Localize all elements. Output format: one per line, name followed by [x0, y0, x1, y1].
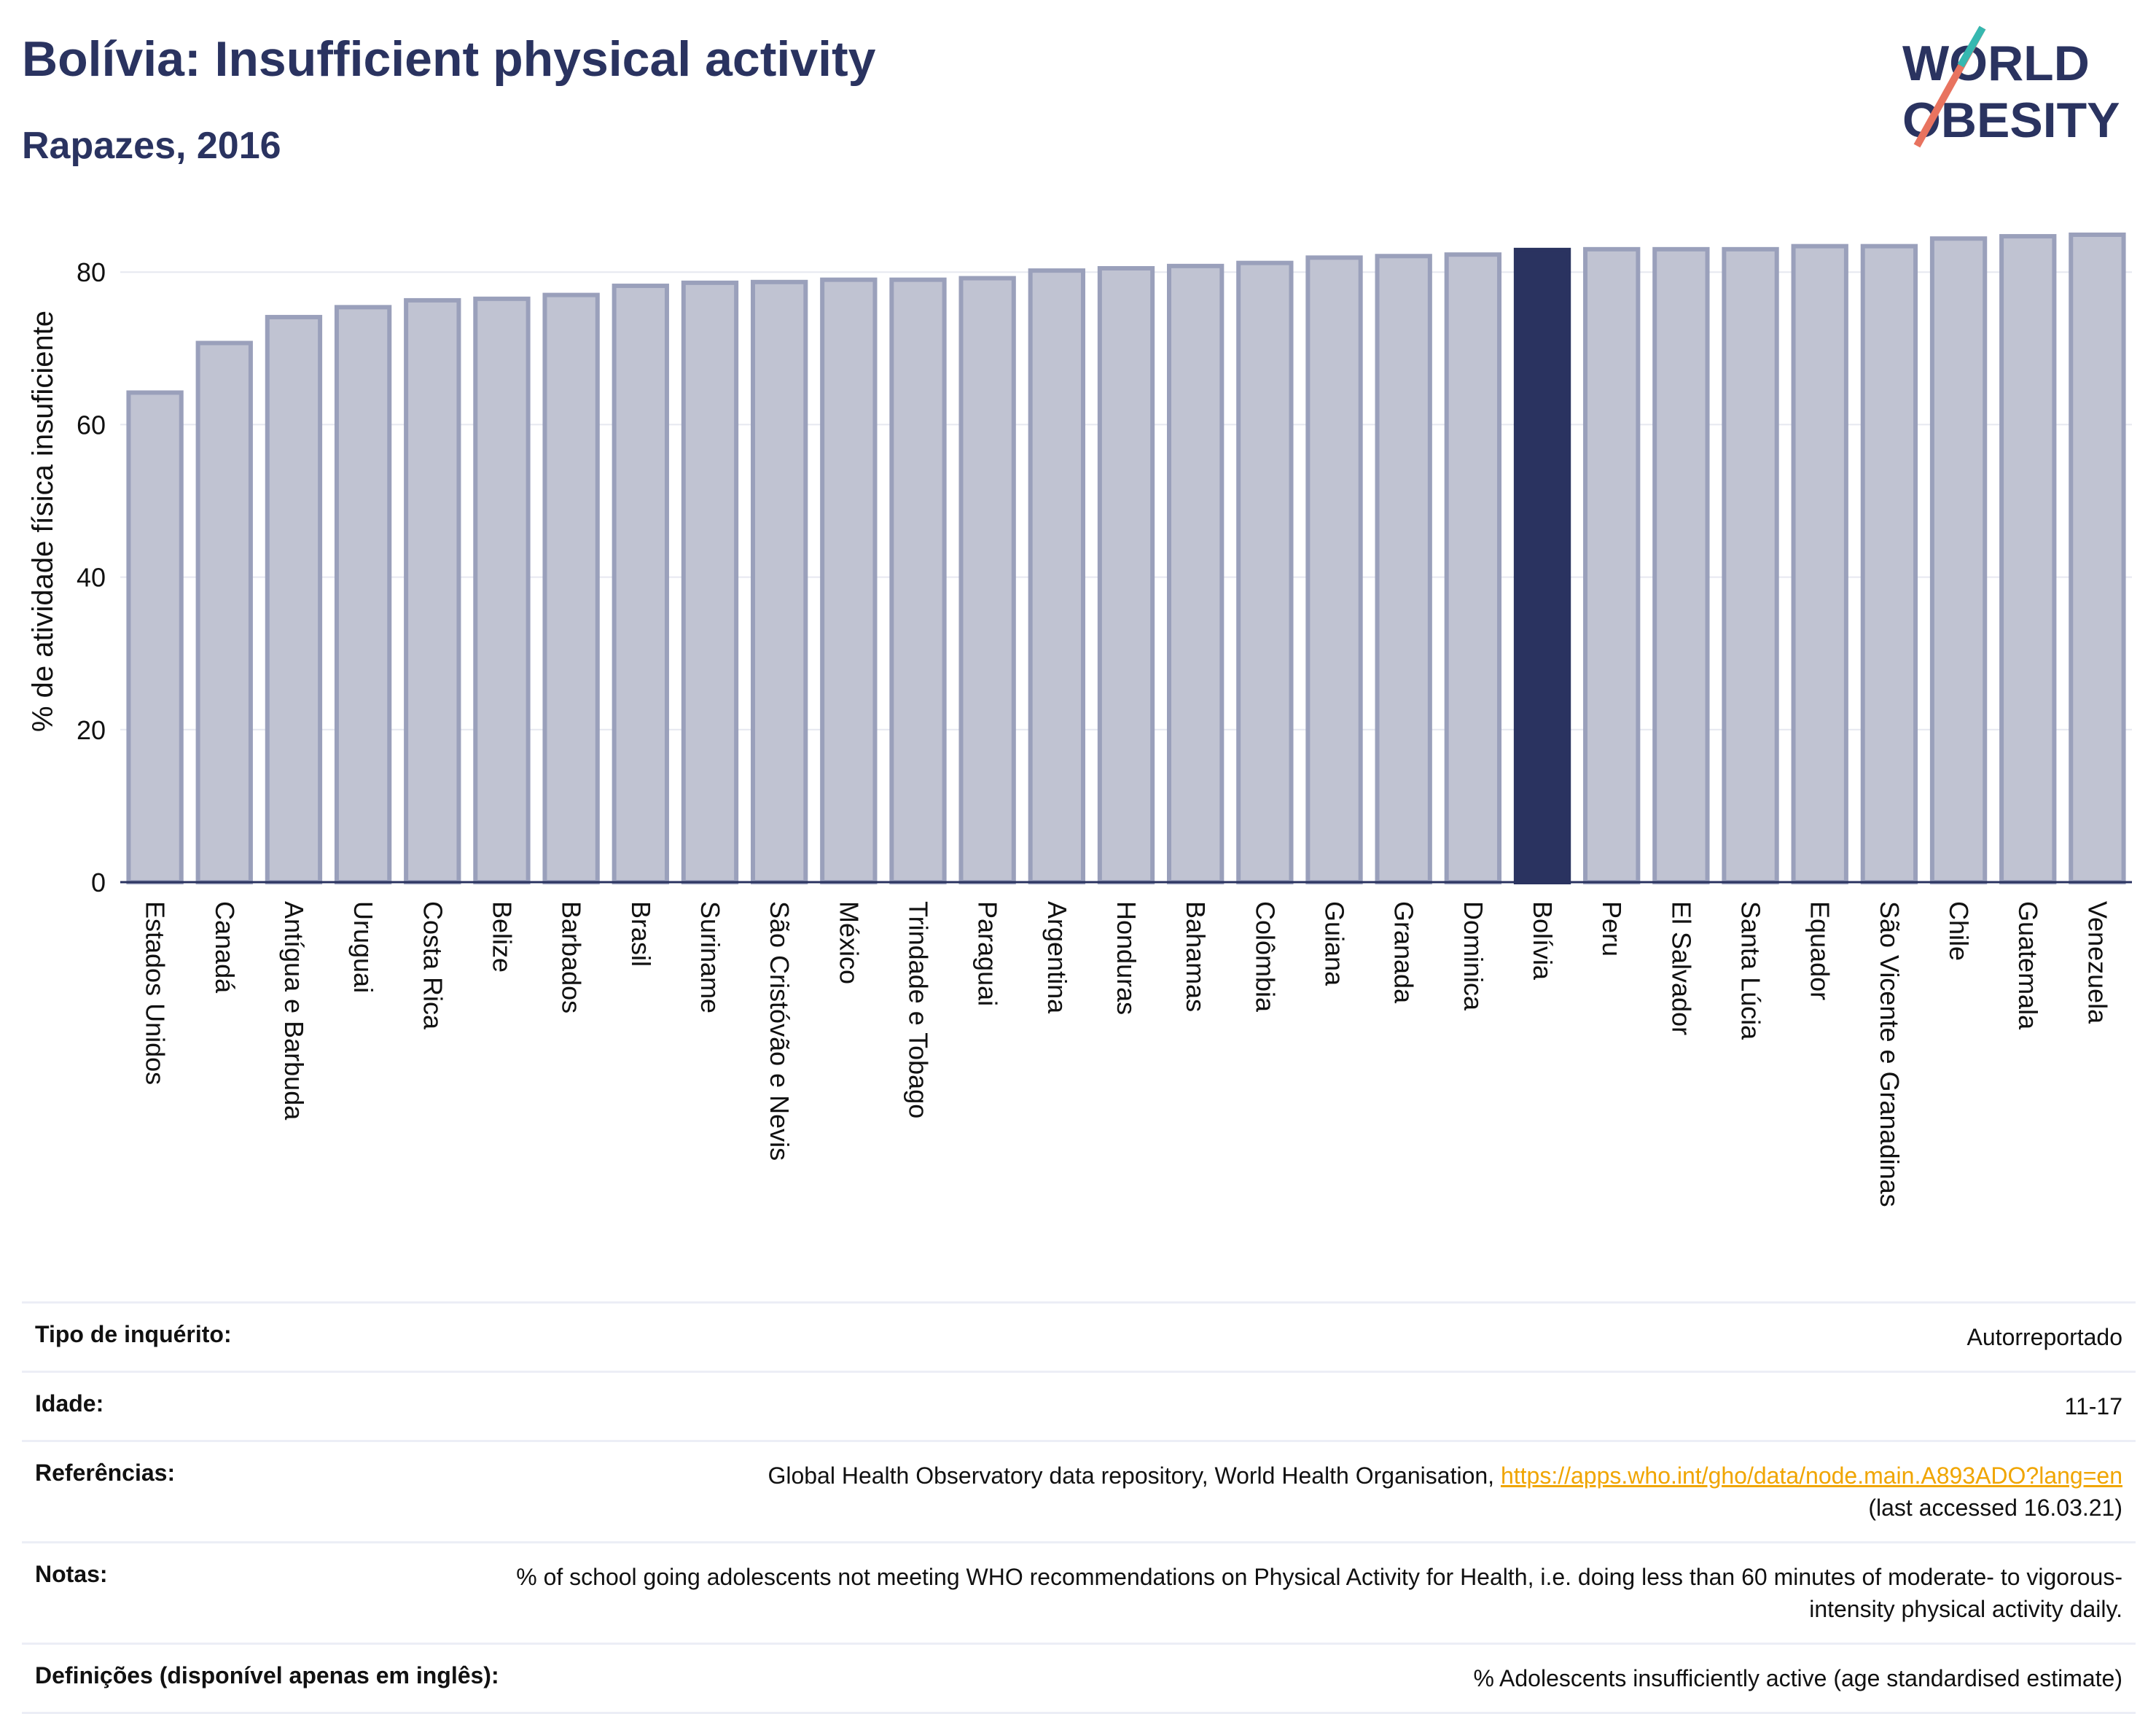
bar [889, 277, 947, 884]
x-tick-label: Estados Unidos [141, 901, 171, 1085]
world-obesity-logo: WORLD OBESITY [1902, 26, 2120, 148]
x-tick-label: Guatemala [2013, 901, 2043, 1030]
meta-row-notes: Notas: % of school going adolescents not… [22, 1541, 2136, 1643]
meta-label: Referências: [35, 1460, 176, 1486]
x-tick-label: Venezuela [2082, 901, 2112, 1024]
bar [1860, 244, 1918, 885]
y-tick-label: 0 [91, 868, 106, 897]
bar [958, 276, 1016, 885]
x-tick-label: Honduras [1112, 901, 1141, 1015]
bar [1375, 254, 1432, 884]
x-tick-label: Antígua e Barbuda [279, 901, 309, 1121]
reference-link[interactable]: https://apps.who.int/gho/data/node.main.… [1500, 1462, 2122, 1489]
meta-value: % of school going adolescents not meetin… [516, 1564, 2122, 1622]
x-tick-label: Guiana [1320, 901, 1350, 986]
metadata-table: Tipo de inquérito: Autorreportado Idade:… [22, 1301, 2136, 1714]
bar [1305, 255, 1363, 884]
bar [404, 297, 461, 884]
bar [1722, 246, 1779, 885]
x-tick-label: México [834, 901, 864, 984]
bar [820, 277, 878, 884]
x-tick-label: Peru [1597, 901, 1627, 957]
x-tick-label: Dominica [1458, 901, 1488, 1011]
meta-value: Autorreportado [1966, 1324, 2122, 1350]
bar-chart: 0 20 40 60 80 % de atividade física insuficie… [27, 232, 2132, 1207]
meta-label: Tipo de inquérito: [35, 1321, 232, 1347]
x-tick-label: Costa Rica [418, 901, 448, 1030]
meta-row-survey-type: Tipo de inquérito: Autorreportado [22, 1301, 2136, 1371]
y-tick-label: 80 [77, 257, 106, 287]
bar [195, 340, 253, 884]
bar [2069, 232, 2126, 884]
bar [473, 296, 531, 884]
meta-value: Global Health Observatory data repositor… [768, 1460, 2122, 1524]
bar [1444, 252, 1502, 884]
meta-row-references: Referências: Global Health Observatory d… [22, 1440, 2136, 1541]
x-tick-label: Uruguai [348, 901, 378, 993]
x-tick-label: Brasil [626, 901, 656, 967]
meta-label: Notas: [35, 1561, 108, 1587]
x-tick-label: São Cristóvão e Nevis [765, 901, 794, 1161]
x-tick-label: Suriname [695, 901, 725, 1013]
x-tick-label: Belize [487, 901, 517, 973]
bar [1028, 268, 1085, 884]
x-tick-label: Chile [1944, 901, 1974, 961]
x-tick-label: Equador [1805, 901, 1835, 1000]
x-tick-label: São Vicente e Granadinas [1875, 901, 1905, 1207]
meta-row-age: Idade: 11-17 [22, 1371, 2136, 1440]
bar [1999, 234, 2057, 884]
meta-label: Definições (disponível apenas em inglês)… [35, 1662, 499, 1688]
y-axis-label: % de atividade física insuficiente [27, 311, 59, 732]
bar [542, 292, 600, 884]
bar [750, 279, 808, 884]
bar [1167, 263, 1225, 884]
y-tick-label: 60 [77, 410, 106, 440]
bar [1929, 236, 1988, 885]
x-tick-label: Bahamas [1181, 901, 1211, 1012]
svg-text:WORLD: WORLD [1902, 36, 2090, 91]
x-tick-label: Barbados [557, 901, 587, 1013]
x-tick-label: Canadá [210, 901, 240, 994]
meta-row-definitions: Definições (disponível apenas em inglês)… [22, 1643, 2136, 1714]
x-tick-label: Trindade e Tobago [903, 901, 933, 1118]
bar [612, 284, 669, 885]
bar [1652, 246, 1710, 885]
x-tick-label: Santa Lúcia [1736, 901, 1766, 1040]
x-tick-label: Granada [1389, 901, 1419, 1004]
y-tick-label: 20 [77, 715, 106, 745]
x-tick-label: Paraguai [973, 901, 1003, 1006]
x-tick-label: Bolívia [1528, 901, 1558, 981]
bar [1791, 244, 1848, 885]
y-tick-label: 40 [77, 563, 106, 593]
bar [1583, 246, 1641, 885]
bar [126, 390, 184, 884]
page-subtitle: Rapazes, 2016 [22, 125, 281, 167]
reference-accessed: (last accessed 16.03.21) [1868, 1495, 2122, 1521]
reference-text: Global Health Observatory data repositor… [768, 1462, 1501, 1489]
bar [1097, 265, 1155, 884]
meta-label: Idade: [35, 1390, 104, 1417]
meta-value: 11-17 [2064, 1393, 2122, 1419]
x-tick-label: El Salvador [1666, 901, 1696, 1035]
bar [265, 314, 323, 884]
meta-value: % Adolescents insufficiently active (age… [1473, 1665, 2122, 1691]
bar [1236, 260, 1294, 884]
bar [334, 305, 392, 885]
page-title: Bolívia: Insufficient physical activity [22, 31, 876, 87]
x-tick-label: Colômbia [1250, 901, 1280, 1013]
bar [681, 280, 739, 884]
bar [1513, 247, 1571, 884]
x-tick-label: Argentina [1042, 901, 1072, 1014]
